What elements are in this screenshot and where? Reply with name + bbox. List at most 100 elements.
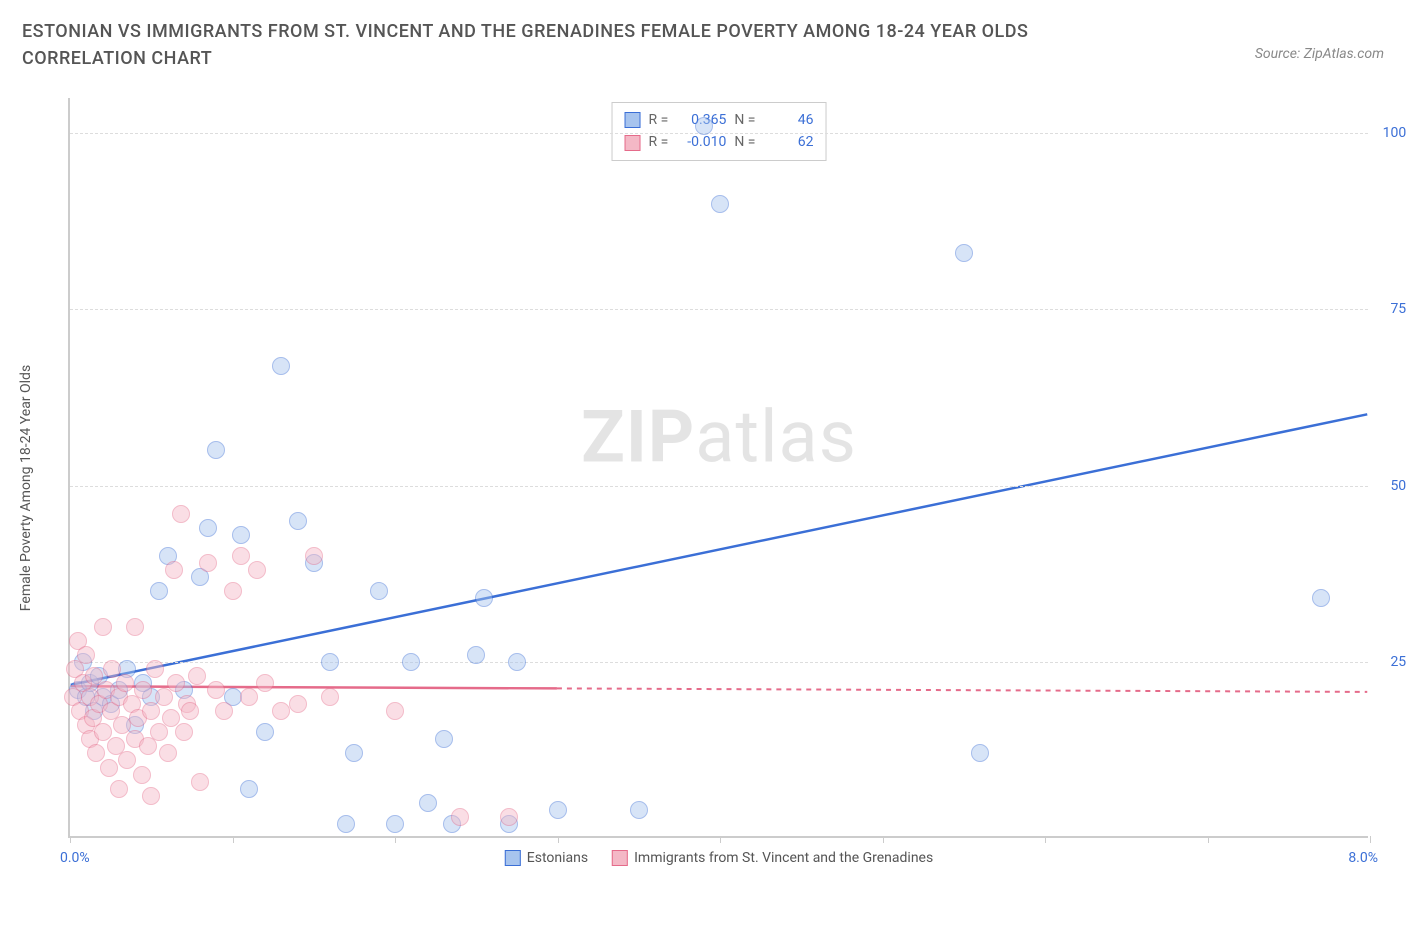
- data-point: [199, 554, 217, 572]
- data-point: [467, 646, 485, 664]
- chart-title: ESTONIAN VS IMMIGRANTS FROM ST. VINCENT …: [22, 18, 1142, 72]
- legend-label: Estonians: [527, 850, 588, 866]
- stat-r-label: R =: [649, 109, 669, 131]
- data-point: [508, 653, 526, 671]
- data-point: [94, 618, 112, 636]
- data-point: [475, 589, 493, 607]
- watermark: ZIPatlas: [581, 395, 857, 480]
- data-point: [451, 808, 469, 826]
- data-point: [181, 702, 199, 720]
- data-point: [232, 547, 250, 565]
- data-point: [146, 660, 164, 678]
- data-point: [272, 357, 290, 375]
- data-point: [150, 582, 168, 600]
- stat-n-value: 46: [763, 109, 813, 131]
- x-tick: [233, 836, 234, 843]
- x-tick: [395, 836, 396, 843]
- data-point: [955, 244, 973, 262]
- data-point: [175, 723, 193, 741]
- data-point: [630, 801, 648, 819]
- data-point: [172, 505, 190, 523]
- data-point: [142, 787, 160, 805]
- y-tick-label: 25.0%: [1372, 654, 1406, 670]
- data-point: [1312, 589, 1330, 607]
- data-point: [549, 801, 567, 819]
- data-point: [419, 794, 437, 812]
- data-point: [321, 653, 339, 671]
- stats-row: R =-0.010N =62: [625, 131, 814, 153]
- stats-row: R =0.365N =46: [625, 109, 814, 131]
- data-point: [232, 526, 250, 544]
- data-point: [695, 117, 713, 135]
- data-point: [191, 773, 209, 791]
- data-point: [386, 815, 404, 833]
- data-point: [240, 688, 258, 706]
- x-axis-max-label: 8.0%: [1348, 850, 1378, 866]
- data-point: [134, 681, 152, 699]
- legend-swatch: [625, 112, 641, 128]
- data-point: [199, 519, 217, 537]
- data-point: [207, 441, 225, 459]
- data-point: [256, 674, 274, 692]
- data-point: [133, 766, 151, 784]
- data-point: [159, 744, 177, 762]
- data-point: [215, 702, 233, 720]
- x-tick: [70, 836, 71, 843]
- gridline: [70, 662, 1368, 663]
- data-point: [126, 618, 144, 636]
- trendline-solid: [71, 414, 1367, 685]
- x-tick: [720, 836, 721, 843]
- legend-item: Estonians: [505, 850, 588, 866]
- y-tick-label: 50.0%: [1372, 478, 1406, 494]
- data-point: [370, 582, 388, 600]
- x-axis-min-label: 0.0%: [60, 850, 90, 866]
- data-point: [256, 723, 274, 741]
- y-tick-label: 75.0%: [1372, 301, 1406, 317]
- data-point: [240, 780, 258, 798]
- data-point: [207, 681, 225, 699]
- data-point: [321, 688, 339, 706]
- data-point: [142, 702, 160, 720]
- x-tick: [1045, 836, 1046, 843]
- y-tick-label: 100.0%: [1372, 125, 1406, 141]
- data-point: [305, 547, 323, 565]
- stat-n-value: 62: [763, 131, 813, 153]
- legend-label: Immigrants from St. Vincent and the Gren…: [634, 850, 933, 866]
- data-point: [110, 780, 128, 798]
- data-point: [188, 667, 206, 685]
- gridline: [70, 309, 1368, 310]
- stat-n-label: N =: [734, 109, 755, 131]
- stat-r-label: R =: [649, 131, 669, 153]
- data-point: [224, 582, 242, 600]
- x-tick: [1370, 836, 1371, 843]
- data-point: [100, 759, 118, 777]
- stats-legend: R =0.365N =46R =-0.010N =62: [612, 102, 827, 161]
- data-point: [289, 512, 307, 530]
- x-tick: [1208, 836, 1209, 843]
- data-point: [337, 815, 355, 833]
- data-point: [345, 744, 363, 762]
- legend-swatch: [625, 135, 641, 151]
- data-point: [248, 561, 266, 579]
- data-point: [165, 561, 183, 579]
- source-attribution: Source: ZipAtlas.com: [1255, 46, 1384, 62]
- series-legend: Estonians Immigrants from St. Vincent and…: [505, 850, 933, 866]
- data-point: [77, 646, 95, 664]
- data-point: [711, 195, 729, 213]
- data-point: [116, 674, 134, 692]
- y-axis-title: Female Poverty Among 18-24 Year Olds: [18, 365, 34, 611]
- trendline-dashed: [557, 688, 1367, 692]
- x-tick: [558, 836, 559, 843]
- data-point: [386, 702, 404, 720]
- data-point: [289, 695, 307, 713]
- gridline: [70, 486, 1368, 487]
- legend-swatch: [612, 850, 628, 866]
- gridline: [70, 133, 1368, 134]
- legend-swatch: [505, 850, 521, 866]
- scatter-chart: Female Poverty Among 18-24 Year Olds ZIP…: [44, 98, 1384, 878]
- data-point: [435, 730, 453, 748]
- stat-n-label: N =: [734, 131, 755, 153]
- data-point: [500, 808, 518, 826]
- data-point: [118, 751, 136, 769]
- data-point: [971, 744, 989, 762]
